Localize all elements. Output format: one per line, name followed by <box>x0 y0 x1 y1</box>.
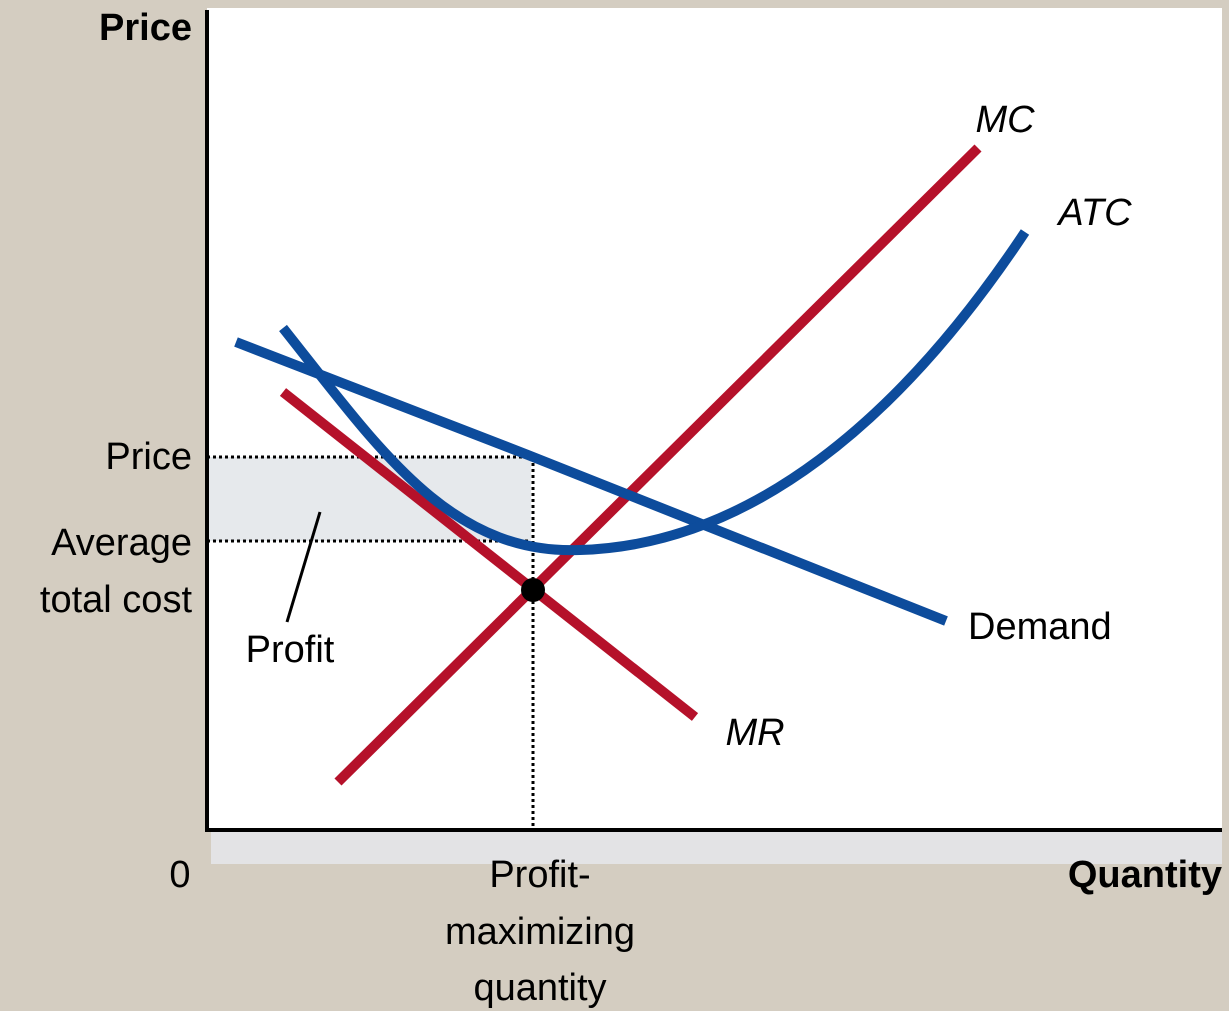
quantity-label: maximizing <box>445 911 635 953</box>
demand-curve <box>234 337 948 626</box>
atc-curve <box>279 229 1030 556</box>
mr-label: MR <box>725 712 784 754</box>
optimum-point <box>521 578 545 602</box>
axis-shadow <box>211 832 1222 864</box>
mr-curve <box>279 388 699 721</box>
profit-leader <box>285 511 322 623</box>
quantity-label: Profit- <box>489 854 590 896</box>
atc-label: Average <box>51 522 192 564</box>
quantity-label: quantity <box>473 967 606 1009</box>
mc-curve <box>334 144 982 786</box>
mc-label: MC <box>975 99 1035 141</box>
profit-label: Profit <box>246 629 335 671</box>
y-axis-title: Price <box>99 7 192 49</box>
origin-label: 0 <box>169 854 190 896</box>
demand-label: Demand <box>968 606 1112 648</box>
atc-label: total cost <box>40 579 193 621</box>
plot-area <box>207 8 1222 832</box>
price-label: Price <box>105 436 192 478</box>
atc-curve-label: ATC <box>1056 192 1132 234</box>
x-axis-title: Quantity <box>1068 854 1222 896</box>
